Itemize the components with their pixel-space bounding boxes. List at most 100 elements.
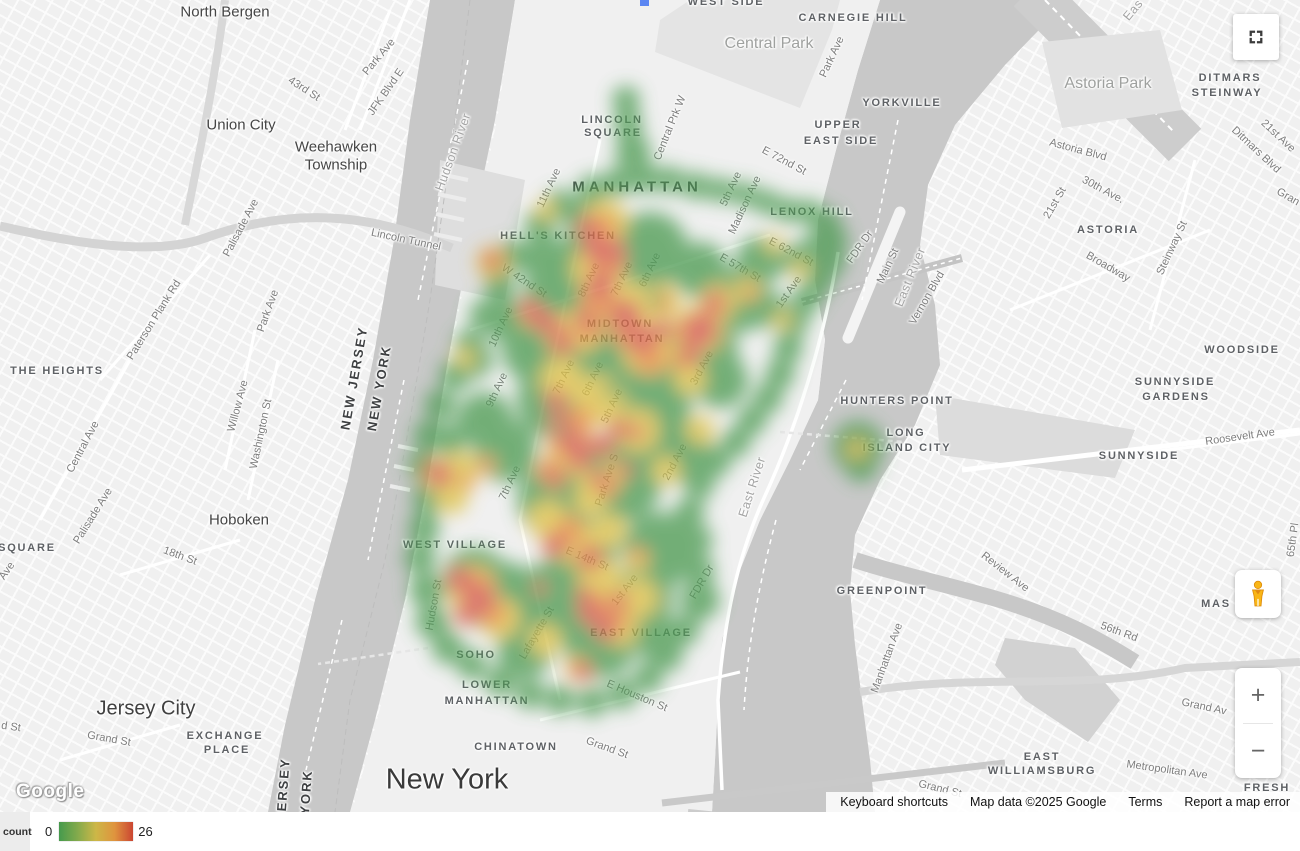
map-label: New York — [385, 763, 509, 796]
map-label: WEST VILLAGE — [402, 539, 508, 551]
map-label: SQUARE — [584, 127, 642, 139]
map-label: Washington St — [247, 397, 275, 471]
map-label: 10th Ave — [486, 305, 516, 349]
heatmap-legend: count 0 26 — [0, 812, 1300, 851]
map-label: Gran — [1274, 185, 1300, 209]
map-label: Park Ave — [254, 288, 282, 334]
map-canvas[interactable]: North Bergen Union City Weehawken Township H… — [0, 0, 1300, 812]
map-label: Hudson St — [423, 578, 445, 632]
map-label: Willow Ave — [225, 378, 251, 434]
map-label: 7th Ave — [608, 259, 636, 299]
map-label: Central Park — [724, 35, 814, 52]
map-label: HUNTERS POINT — [840, 395, 954, 407]
legend-gradient-bar — [59, 822, 134, 841]
zoom-out-button[interactable]: − — [1250, 736, 1266, 765]
map-label: Ave — [0, 559, 18, 583]
legend-min-value: 0 — [45, 824, 53, 839]
map-label: YORKVILLE — [862, 97, 942, 109]
map-label: MANHATTAN — [444, 695, 530, 707]
map-label: W 42nd St — [499, 261, 549, 301]
map-label: MAS — [1201, 598, 1231, 610]
map-label: HELL'S KITCHEN — [500, 230, 616, 242]
terms-link[interactable]: Terms — [1128, 795, 1163, 809]
zoom-in-button[interactable]: + — [1250, 680, 1266, 709]
map-label: E 14th St — [563, 544, 611, 574]
map-label: 43rd St — [285, 74, 323, 104]
legend-count-label: count — [0, 812, 32, 851]
map-label: CARNEGIE HILL — [798, 12, 908, 24]
map-label: WOODSIDE — [1204, 344, 1280, 356]
map-label: 7th Ave — [550, 357, 578, 397]
map-label: EXCHANGE — [186, 730, 264, 742]
map-label: Union City — [206, 116, 276, 134]
map-label: SUNNYSIDE — [1134, 376, 1216, 388]
map-label: SQUARE — [0, 542, 56, 554]
map-label: Main St — [874, 246, 902, 286]
map-label: Palisade Ave — [71, 485, 115, 547]
map-label: 8th Ave — [575, 260, 603, 300]
map-label: THE HEIGHTS — [10, 365, 104, 377]
map-label: SUNNYSIDE — [1098, 450, 1180, 462]
map-label: FDR Dr — [687, 562, 717, 602]
map-label: 5th Ave — [598, 386, 626, 426]
map-label: Central Prk W — [651, 94, 689, 162]
map-label: Astoria Blvd — [1048, 136, 1108, 164]
map-label: EAST VILLAGE — [590, 627, 692, 639]
map-label: 6th Ave — [636, 250, 664, 290]
map-label: JERSEY — [273, 756, 293, 812]
report-map-error-link[interactable]: Report a map error — [1184, 795, 1290, 809]
map-label: UPPER — [814, 119, 862, 131]
map-label: FDR Dr — [844, 228, 876, 266]
map-label: Lincoln Tunnel — [370, 226, 442, 254]
map-label: DITMARS — [1198, 72, 1262, 84]
map-label: GARDENS — [1142, 391, 1210, 403]
map-label: North Bergen — [180, 3, 270, 21]
map-label: Astoria Park — [1064, 75, 1152, 92]
pegman-street-view-button[interactable] — [1235, 570, 1281, 618]
map-label: Weehawken — [294, 138, 378, 156]
map-label: Roosevelt Ave — [1204, 426, 1276, 448]
map-label: Review Ave — [978, 549, 1032, 595]
map-label: Eas — [1120, 0, 1146, 24]
map-label: Broadway — [1083, 249, 1133, 285]
map-label: 1st Ave — [609, 572, 641, 608]
map-label: YORK — [296, 768, 316, 812]
map-label: 7th Ave — [496, 463, 524, 503]
map-label: WILLIAMSBURG — [987, 765, 1097, 777]
zoom-control: + − — [1235, 668, 1281, 778]
map-label: EAST — [1023, 751, 1061, 763]
map-label: Central Ave — [64, 419, 102, 475]
map-label: Paterson Plank Rd — [124, 277, 184, 363]
map-label: LONG — [886, 427, 926, 439]
map-label: 30th Ave. — [1080, 173, 1126, 207]
map-label: MANHATTAN — [572, 178, 702, 196]
map-data-copyright: Map data ©2025 Google — [969, 795, 1107, 809]
map-label: E 57th St — [717, 251, 763, 285]
pegman-icon — [1252, 580, 1264, 607]
legend-max-value: 26 — [138, 824, 153, 839]
map-label: Manhattan Ave — [868, 621, 906, 695]
map-label: SOHO — [456, 649, 496, 661]
map-label: 6th Ave — [579, 359, 607, 399]
map-label: d St — [0, 719, 22, 735]
map-label: 11th Ave — [534, 166, 564, 210]
map-label: WEST SIDE — [687, 0, 765, 8]
map-label: E 62nd St — [766, 235, 816, 269]
map-label: 9th Ave — [483, 370, 511, 410]
map-label: 18th St — [161, 544, 199, 568]
zoom-divider — [1243, 722, 1273, 724]
keyboard-shortcuts-link[interactable]: Keyboard shortcuts — [840, 795, 948, 809]
map-label: Grand St — [584, 734, 630, 762]
map-label: LOWER — [462, 679, 512, 691]
map-label: Township — [304, 156, 368, 174]
map-label: FRESH — [1243, 782, 1291, 794]
fullscreen-button[interactable] — [1233, 14, 1279, 60]
map-label: 2nd Ave — [660, 441, 690, 483]
map-label: ISLAND CITY — [862, 442, 952, 454]
map-label: 3rd Ave — [687, 348, 717, 388]
map-label: 65th Pl — [1284, 522, 1300, 558]
map-label: NEW YORK — [364, 343, 394, 433]
map-label: LINCOLN — [581, 114, 643, 126]
google-logo[interactable]: Google — [16, 781, 85, 802]
map-label: CHINATOWN — [474, 741, 558, 753]
